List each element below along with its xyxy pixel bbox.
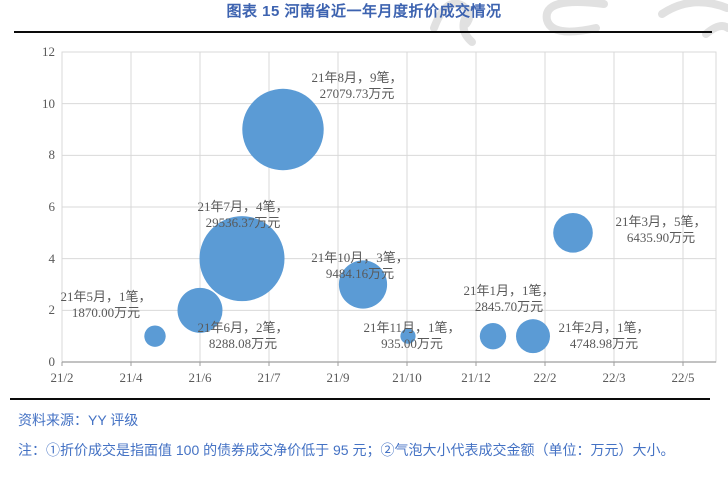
bubble-label-21年2月: 21年2月，1笔， 4748.98万元 — [558, 320, 649, 351]
bubble-label-21年5月: 21年5月，1笔， 1870.00万元 — [60, 289, 151, 320]
bubble-label-line: 21年5月，1笔， — [60, 289, 152, 304]
bubble-label-21年3月: 21年3月，5笔， 6435.90万元 — [615, 214, 706, 245]
source-text: 资料来源：YY 评级 — [18, 412, 139, 428]
x-axis-tick-label: 21/12 — [461, 370, 491, 385]
chart-title: 图表 15 河南省近一年月度折价成交情况 — [226, 3, 502, 20]
y-axis-tick-label: 12 — [42, 44, 55, 59]
x-axis-tick-label: 21/9 — [326, 370, 350, 385]
y-axis-tick-label: 4 — [48, 250, 56, 266]
bubble-21年11月 — [400, 328, 416, 344]
top-divider — [14, 31, 712, 33]
plot-area — [61, 51, 717, 366]
bubble-label-line: 2845.70万元 — [474, 298, 544, 314]
bubble-label-21年6月: 21年6月，2笔， 8288.08万元 — [197, 320, 288, 351]
bubble-label-line: 21年8月，9笔， — [311, 70, 403, 85]
bubble-21年6月 — [177, 287, 223, 333]
bubble-label-line: 29536.37万元 — [205, 214, 281, 230]
bubble-label-line: 21年3月，5笔， — [615, 214, 707, 229]
bubble-21年3月 — [553, 213, 593, 253]
bubble-label-line: 21年11月，1笔， — [363, 320, 461, 335]
x-axis-tick-label: 21/6 — [188, 370, 212, 385]
bubble-21年1月 — [479, 322, 507, 350]
bubble-label-line: 21年2月，1笔， — [558, 320, 650, 335]
bubble-label-line: 21年7月，4笔， — [197, 199, 289, 214]
bubble-label-21年8月: 21年8月，9笔， 27079.73万元 — [311, 70, 402, 101]
bubble-label-line: 8288.08万元 — [208, 335, 278, 351]
note-text: 注：①折价成交是指面值 100 的债券成交净价低于 95 元；②气泡大小代表成交… — [18, 442, 675, 458]
x-axis-tick-label: 21/2 — [50, 370, 74, 385]
x-axis-tick-label: 22/2 — [533, 370, 557, 385]
bubble-label-line: 9484.16万元 — [325, 265, 395, 281]
bubble-21年10月 — [338, 260, 388, 309]
bubble-label-21年7月: 21年7月，4笔， 29536.37万元 — [197, 199, 288, 230]
bubble-21年8月 — [242, 88, 324, 171]
y-axis-tick-label: 2 — [48, 302, 56, 318]
x-axis-tick-label: 21/7 — [257, 370, 281, 385]
x-axis-tick-label: 21/10 — [392, 370, 422, 385]
bubble-21年7月 — [199, 216, 285, 302]
y-axis-tick-label: 6 — [48, 199, 56, 214]
x-axis-tick-label: 22/3 — [602, 370, 626, 385]
bubble-label-21年11月: 21年11月，1笔， 935.00万元 — [363, 320, 460, 351]
x-axis-tick-label: 22/5 — [671, 370, 695, 385]
bubble-label-line: 21年1月，1笔， — [463, 283, 555, 298]
bubble-label-line: 21年6月，2笔， — [197, 320, 289, 335]
bubble-21年5月 — [144, 325, 166, 347]
bubble-label-line: 4748.98万元 — [569, 335, 639, 351]
x-axis-tick-label: 21/4 — [119, 370, 143, 385]
bubble-21年2月 — [516, 319, 550, 354]
bubble-chart: 0 2 4 6 8 10 12 21/2 21/4 21/6 21/7 21/9 21/10 21/12 2… — [42, 44, 717, 385]
bubble-label-line: 935.00万元 — [381, 335, 443, 351]
y-axis-tick-label: 10 — [42, 95, 55, 111]
bubble-label-line: 6435.90万元 — [626, 229, 696, 245]
bottom-divider — [10, 398, 710, 400]
y-axis-tick-label: 8 — [48, 147, 56, 163]
bubble-label-line: 27079.73万元 — [319, 85, 395, 101]
bubble-label-21年10月: 21年10月，3笔， 9484.16万元 — [311, 250, 409, 281]
bubble-label-21年1月: 21年1月，1笔， 2845.70万元 — [463, 283, 554, 314]
y-axis-tick-label: 0 — [48, 354, 56, 369]
bubble-label-line: 21年10月，3笔， — [311, 250, 409, 265]
bubble-label-line: 1870.00万元 — [71, 304, 141, 320]
